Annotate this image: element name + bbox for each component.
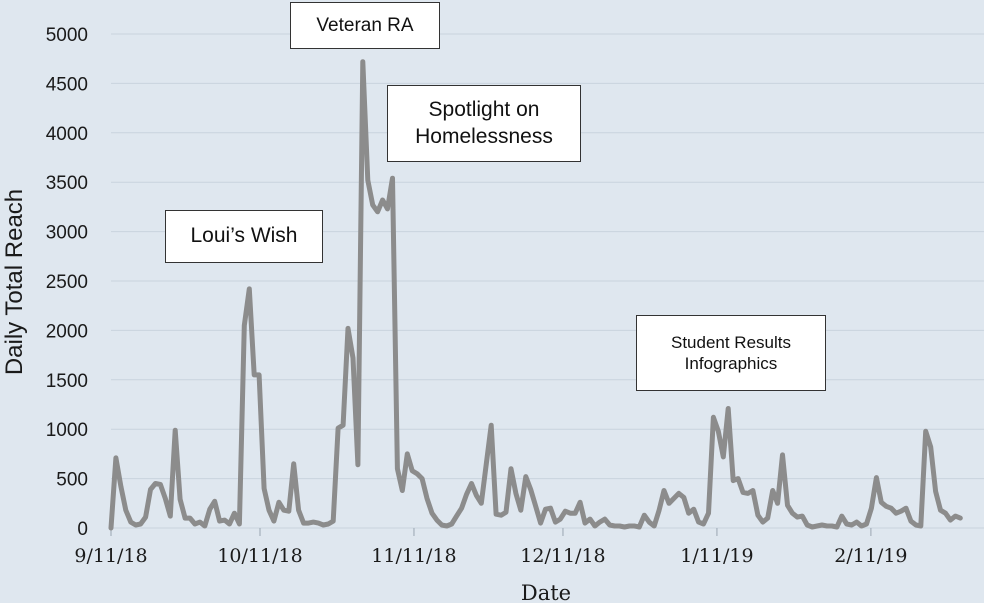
x-tick-label: 12/11/18	[520, 545, 605, 567]
y-tick-label: 0	[77, 519, 88, 540]
annotation-louis-wish: Loui’s Wish	[165, 210, 323, 263]
y-tick-label: 4500	[46, 74, 88, 95]
y-tick-label: 500	[56, 470, 88, 491]
y-tick-label: 1000	[46, 420, 88, 441]
y-axis-label: Daily Total Reach	[1, 189, 28, 375]
x-tick-label: 1/11/19	[680, 545, 753, 567]
y-tick-label: 1500	[46, 371, 88, 392]
y-tick-label: 2000	[46, 321, 88, 342]
y-tick-label: 3500	[46, 173, 88, 194]
annotation-student-results-infographics: Student Results Infographics	[636, 315, 826, 391]
x-tick-label: 10/11/18	[217, 545, 302, 567]
x-axis-label: Date	[521, 581, 571, 603]
series-line	[108, 59, 963, 531]
y-tick-label: 2500	[46, 272, 88, 293]
y-tick-label: 5000	[46, 25, 88, 46]
x-tick-label: 9/11/18	[74, 545, 147, 567]
y-tick-label: 3000	[46, 223, 88, 244]
y-tick-label: 4000	[46, 124, 88, 145]
annotation-veteran-ra: Veteran RA	[290, 2, 440, 49]
annotation-spotlight-on-homelessness: Spotlight on Homelessness	[387, 85, 581, 162]
x-tick-label: 2/11/19	[834, 545, 907, 567]
x-tick-label: 11/11/18	[371, 545, 456, 567]
